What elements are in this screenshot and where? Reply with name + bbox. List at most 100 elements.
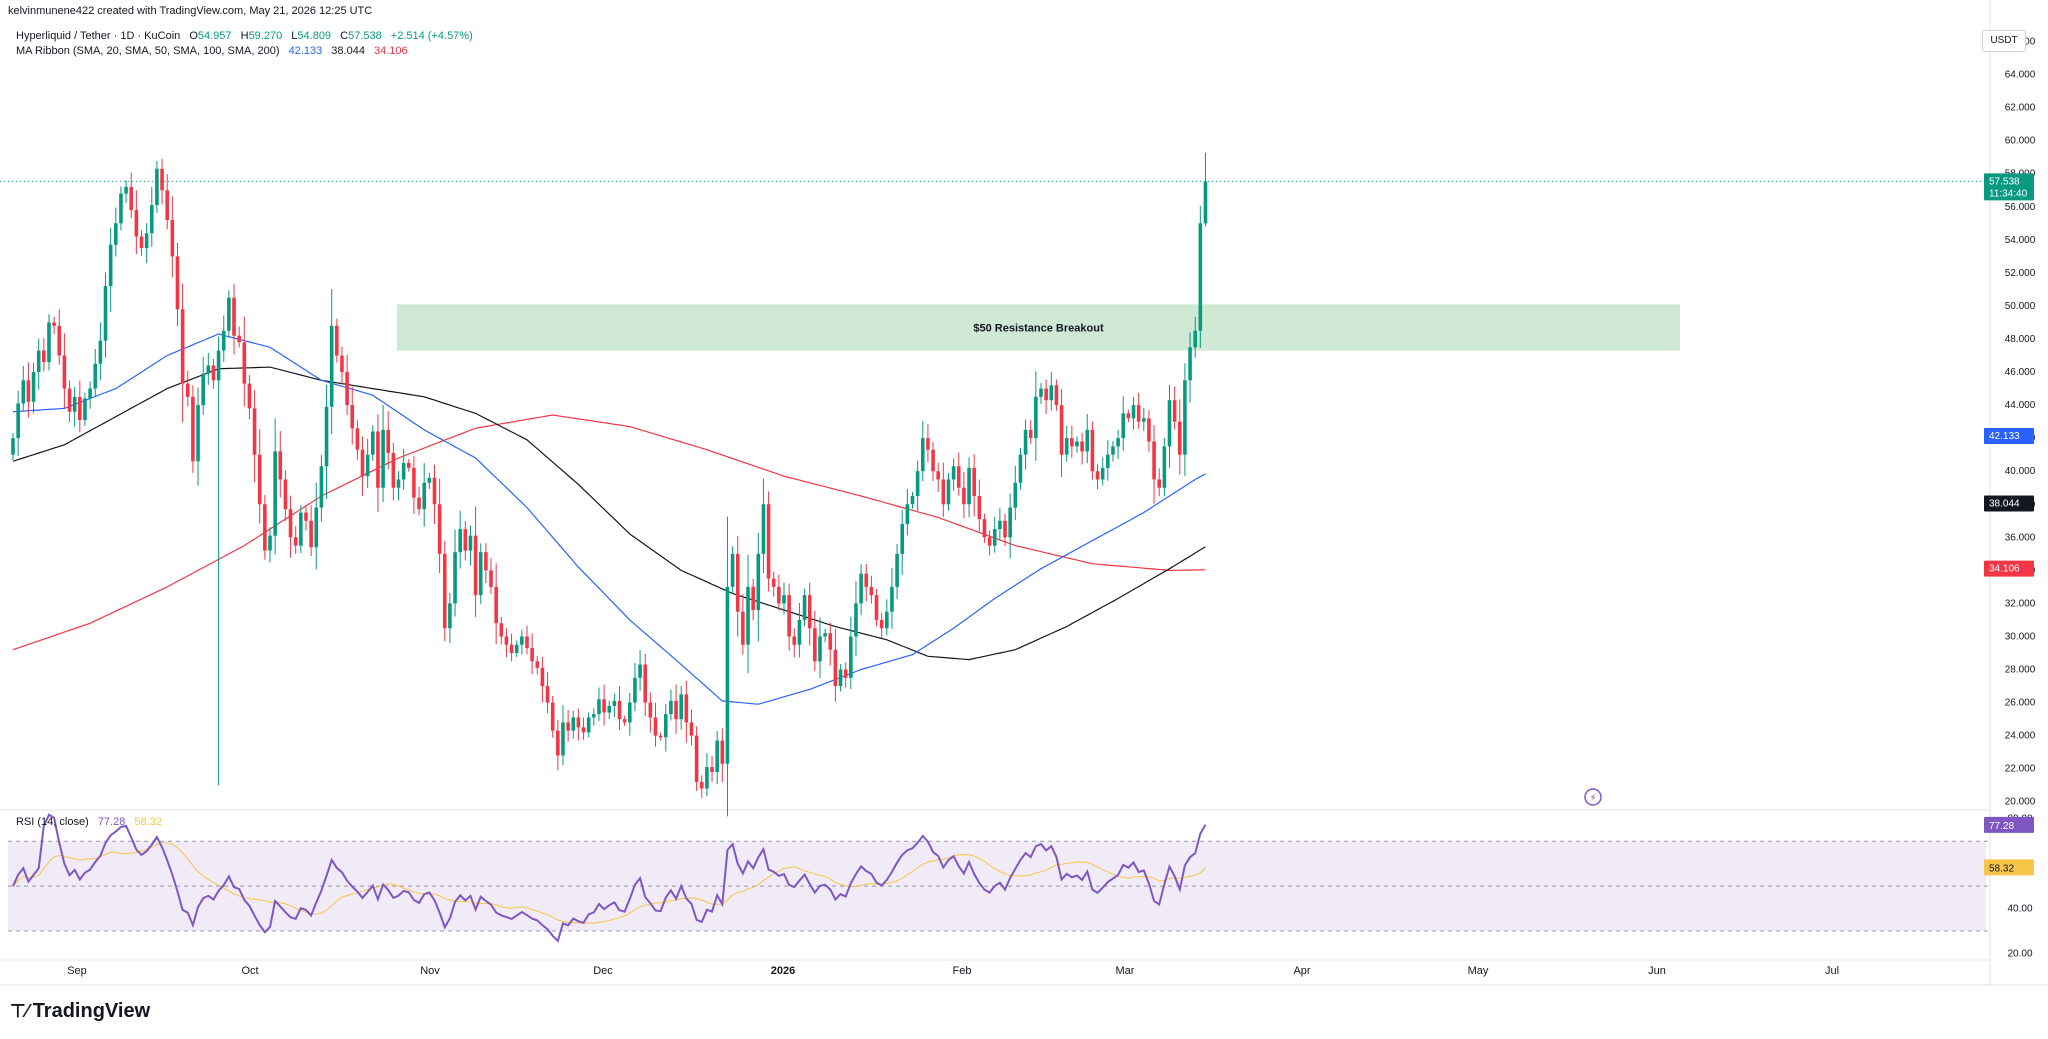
candle-body xyxy=(1013,482,1018,508)
candle-body xyxy=(1075,441,1079,447)
candle xyxy=(684,680,689,743)
candle-body xyxy=(710,767,714,772)
candle-body xyxy=(931,449,935,472)
x-tick-label: Apr xyxy=(1293,965,1310,977)
candle xyxy=(813,610,817,672)
price-tick-label: 32.000 xyxy=(2005,598,2036,609)
candle xyxy=(900,510,905,575)
candle-body xyxy=(72,396,77,412)
candle xyxy=(1054,379,1059,411)
candle xyxy=(915,460,920,511)
candle-body xyxy=(273,451,277,536)
candle xyxy=(427,472,432,490)
candle-body xyxy=(571,717,576,731)
tradingview-logo[interactable]: ⊤⁄ TradingView xyxy=(10,1000,150,1023)
candle-body xyxy=(1070,438,1074,447)
candle-body xyxy=(607,705,612,713)
candle xyxy=(1157,468,1162,497)
candle xyxy=(838,664,843,692)
candle xyxy=(550,695,555,738)
candle xyxy=(1008,493,1012,559)
candle-body xyxy=(910,496,915,505)
candle xyxy=(751,578,755,621)
candle-body xyxy=(499,623,504,637)
candle xyxy=(288,495,293,558)
candle xyxy=(468,525,473,566)
price-tick-label: 56.000 xyxy=(2005,202,2036,213)
candle xyxy=(252,390,257,483)
ma-legend-label[interactable]: MA Ribbon (SMA, 20, SMA, 50, SMA, 100, S… xyxy=(16,45,280,57)
candle-body xyxy=(849,636,853,678)
candle xyxy=(412,456,416,514)
candle xyxy=(16,390,20,457)
candle xyxy=(278,431,283,498)
candle xyxy=(11,432,15,460)
sma-50-line xyxy=(12,333,1206,705)
candle-body xyxy=(561,722,565,756)
candle xyxy=(247,375,252,419)
candle-body xyxy=(1167,400,1172,447)
currency-button[interactable]: USDT xyxy=(1982,30,2026,52)
candle xyxy=(108,227,113,312)
price-tick-label: 48.000 xyxy=(2005,334,2036,345)
candle-body xyxy=(1152,441,1156,480)
candle xyxy=(926,424,930,463)
candle xyxy=(381,404,385,502)
candle-body xyxy=(967,467,971,505)
ma-legend-v2: 38.044 xyxy=(331,45,365,57)
candle-body xyxy=(982,519,987,538)
candle xyxy=(1044,379,1048,414)
candle xyxy=(175,242,180,326)
candle-body xyxy=(371,431,375,455)
candle xyxy=(371,425,375,461)
price-tick-label: 64.000 xyxy=(2005,70,2036,81)
candle xyxy=(509,633,514,662)
candle-body xyxy=(406,462,411,468)
candle-body xyxy=(278,451,283,480)
candle-body xyxy=(628,702,632,723)
candle xyxy=(78,380,82,433)
candle xyxy=(1034,371,1038,461)
candle xyxy=(139,230,144,256)
candle-body xyxy=(874,595,879,620)
candle-body xyxy=(36,350,41,373)
candle xyxy=(622,715,627,726)
candle-body xyxy=(725,586,730,764)
candle-body xyxy=(530,648,534,662)
candle-body xyxy=(833,649,838,687)
candle xyxy=(766,491,771,592)
candle xyxy=(715,730,719,785)
candle xyxy=(345,354,349,416)
candle xyxy=(1003,513,1007,547)
candle-body xyxy=(741,611,745,645)
close-value: 57.538 xyxy=(348,30,382,42)
candle xyxy=(905,489,910,536)
candle-body xyxy=(694,735,699,782)
symbol-name[interactable]: Hyperliquid / Tether · 1D · KuCoin xyxy=(16,30,181,42)
candle-body xyxy=(1085,429,1090,452)
candle-body xyxy=(1177,421,1182,455)
candle-body xyxy=(468,535,473,551)
candle xyxy=(221,315,226,362)
candle-body xyxy=(1059,405,1064,455)
candle xyxy=(314,482,319,570)
candle-body xyxy=(299,512,303,546)
candle-body xyxy=(920,438,925,472)
candle xyxy=(936,462,940,493)
candle-body xyxy=(1018,454,1023,483)
candle xyxy=(1147,410,1151,452)
candle-body xyxy=(1080,441,1084,452)
candle-body xyxy=(509,644,514,653)
low-value: 54.809 xyxy=(297,30,332,42)
alert-icon[interactable]: ⚡ xyxy=(1584,788,1602,806)
x-tick-label: May xyxy=(1468,965,1489,977)
candle xyxy=(895,543,899,600)
candle-body xyxy=(956,466,961,488)
candle-body xyxy=(638,664,642,678)
rsi-legend-label[interactable]: RSI (14, close) xyxy=(16,816,89,828)
price-tick-label: 52.000 xyxy=(2005,268,2036,279)
candle-body xyxy=(422,482,426,510)
candle-body xyxy=(761,504,766,554)
candle xyxy=(967,457,971,518)
